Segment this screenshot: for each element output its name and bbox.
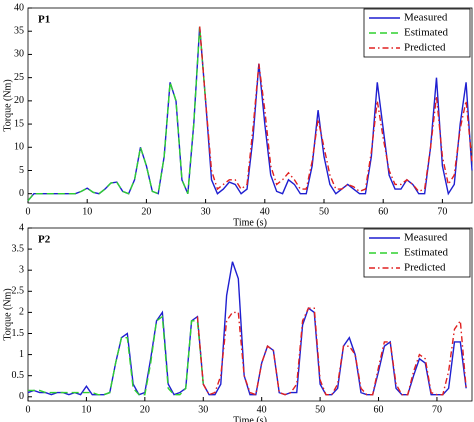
y-tick-label: 1 <box>19 349 24 360</box>
panel-label: P2 <box>38 234 51 246</box>
series-line <box>27 26 207 202</box>
x-tick-label: 50 <box>315 404 325 415</box>
y-tick-label: 4 <box>19 222 24 233</box>
y-tick-label: 10 <box>14 142 24 153</box>
y-tick-label: 3.5 <box>12 243 25 254</box>
series-line <box>28 315 204 396</box>
x-tick-label: 20 <box>140 404 150 415</box>
x-tick-label: 0 <box>26 206 31 217</box>
y-axis-label: Torque (Nm) <box>2 288 13 340</box>
x-tick-label: 50 <box>319 206 329 217</box>
x-tick-label: 10 <box>81 404 91 415</box>
plot-frame <box>27 227 473 402</box>
y-tick-label: 2 <box>19 307 24 318</box>
y-tick-label: 15 <box>14 118 24 129</box>
y-tick-label: 5 <box>19 165 24 176</box>
y-tick-label: 2.5 <box>12 286 25 297</box>
x-axis-label: Time (s) <box>233 217 267 228</box>
x-tick-label: 30 <box>198 404 208 415</box>
series-line <box>27 261 467 396</box>
y-tick-label: 20 <box>14 95 24 106</box>
series-line <box>196 307 467 396</box>
x-tick-label: 40 <box>260 206 270 217</box>
y-tick-label: 40 <box>14 2 24 13</box>
series-line <box>198 26 473 193</box>
x-tick-label: 20 <box>141 206 151 217</box>
y-axis-label: Torque (Nm) <box>2 79 13 131</box>
x-tick-label: 60 <box>378 206 388 217</box>
x-tick-label: 0 <box>26 404 31 415</box>
y-tick-label: 3 <box>19 264 24 275</box>
y-tick-label: 1.5 <box>12 328 25 339</box>
legend-label: Measured <box>404 12 448 24</box>
y-tick-label: 30 <box>14 49 24 60</box>
y-tick-label: 35 <box>14 26 24 37</box>
x-tick-label: 70 <box>437 206 447 217</box>
y-tick-label: 25 <box>14 72 24 83</box>
panel-label: P1 <box>38 14 50 26</box>
x-tick-label: 60 <box>374 404 384 415</box>
legend-label: Estimated <box>404 27 448 39</box>
y-tick-label: 0 <box>19 188 24 199</box>
legend-label: Predicted <box>404 42 446 54</box>
x-tick-label: 30 <box>201 206 211 217</box>
y-tick-label: 0 <box>19 391 24 402</box>
x-tick-label: 70 <box>432 404 442 415</box>
x-tick-label: 10 <box>82 206 92 217</box>
plot-frame <box>27 7 473 204</box>
x-axis-label: Time (s) <box>233 415 267 422</box>
legend-label: Predicted <box>404 262 446 274</box>
x-tick-label: 40 <box>257 404 267 415</box>
legend-label: Measured <box>404 232 448 244</box>
legend-label: Estimated <box>404 247 448 259</box>
y-tick-label: 0.5 <box>12 370 25 381</box>
